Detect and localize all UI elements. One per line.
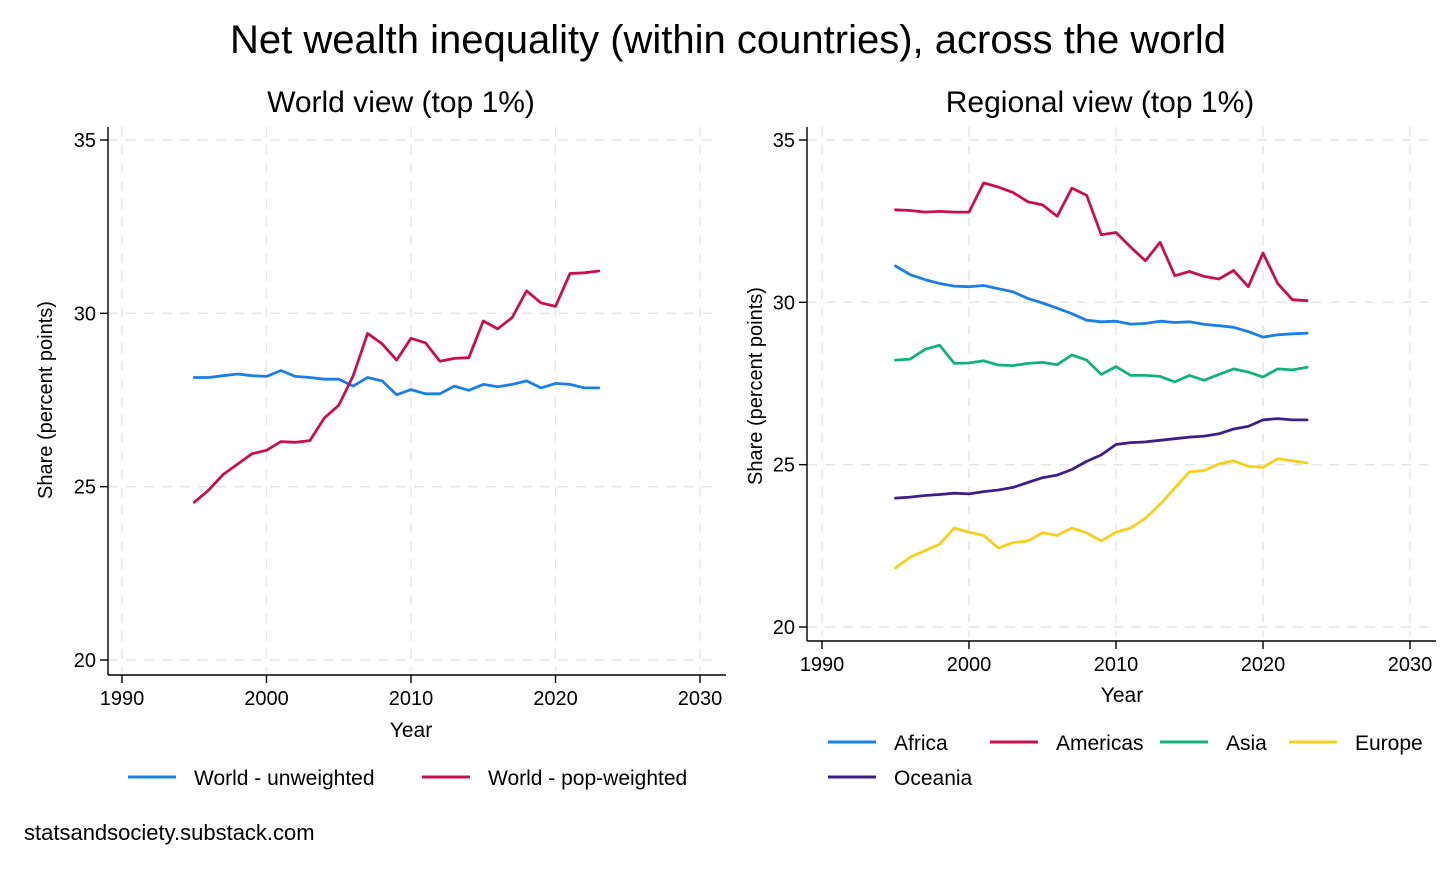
world-y-tick-label-35: 35 [74,130,96,152]
regional-y-tick-label-30: 30 [773,292,795,314]
regional-x-tick-label-2020: 2020 [1241,654,1286,676]
regional-y-tick-label-25: 25 [773,455,795,477]
world-y-tick-label-30: 30 [74,303,96,325]
world-y-tick-label-20: 20 [74,650,96,672]
regional-series-asia [894,343,1309,384]
regional-x-tick-label-2030: 2030 [1388,654,1433,676]
regional-legend-label-europe: Europe [1355,732,1423,755]
world-x-tick-label-2030: 2030 [678,688,723,710]
regional-legend-label-oceania: Oceania [894,767,973,790]
world-series-world-pop-weighted [192,269,601,504]
world-x-tick-label-2010: 2010 [389,688,434,710]
regional-legend-label-asia: Asia [1226,732,1267,755]
world-y-tick-label-25: 25 [74,477,96,499]
regional-series-europe [894,457,1309,570]
regional-x-tick-label-1990: 1990 [800,654,845,676]
regional-x-tick-label-2000: 2000 [947,654,992,676]
world-chart-title: World view (top 1%) [267,86,535,119]
source-note: statsandsociety.substack.com [24,820,315,845]
regional-legend-label-africa: Africa [894,732,948,755]
regional-x-axis-label: Year [1101,684,1143,707]
world-legend-label-world-unweighted: World - unweighted [194,767,375,790]
world-x-axis-label: Year [390,719,432,742]
main-title: Net wealth inequality (within countries)… [230,18,1226,62]
world-x-tick-label-2000: 2000 [244,688,289,710]
world-series-world-unweighted [192,369,601,397]
regional-legend-label-americas: Americas [1056,732,1144,755]
regional-y-tick-label-20: 20 [773,617,795,639]
regional-y-axis-label: Share (percent points) [745,287,767,485]
world-x-tick-label-2020: 2020 [533,688,578,710]
regional-series-americas [894,181,1309,303]
regional-series-oceania [894,417,1309,500]
regional-y-tick-label-35: 35 [773,130,795,152]
world-y-axis-label: Share (percent points) [35,301,57,499]
world-legend-label-world-pop-weighted: World - pop-weighted [488,767,687,790]
regional-series-africa [894,264,1309,339]
regional-chart-title: Regional view (top 1%) [946,86,1254,119]
regional-x-tick-label-2010: 2010 [1094,654,1139,676]
world-x-tick-label-1990: 1990 [100,688,145,710]
